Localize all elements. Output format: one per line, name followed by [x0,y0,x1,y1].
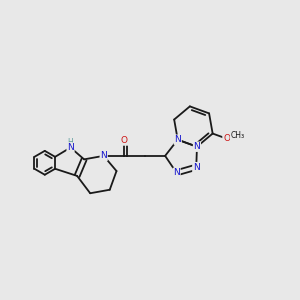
Text: N: N [67,143,74,152]
Text: N: N [174,135,181,144]
Text: CH₃: CH₃ [230,131,245,140]
Text: O: O [223,134,230,143]
Text: N: N [193,163,200,172]
Text: N: N [173,168,180,177]
Text: H: H [68,138,74,147]
Text: N: N [100,151,107,160]
Text: O: O [121,136,128,145]
Text: N: N [194,142,200,151]
